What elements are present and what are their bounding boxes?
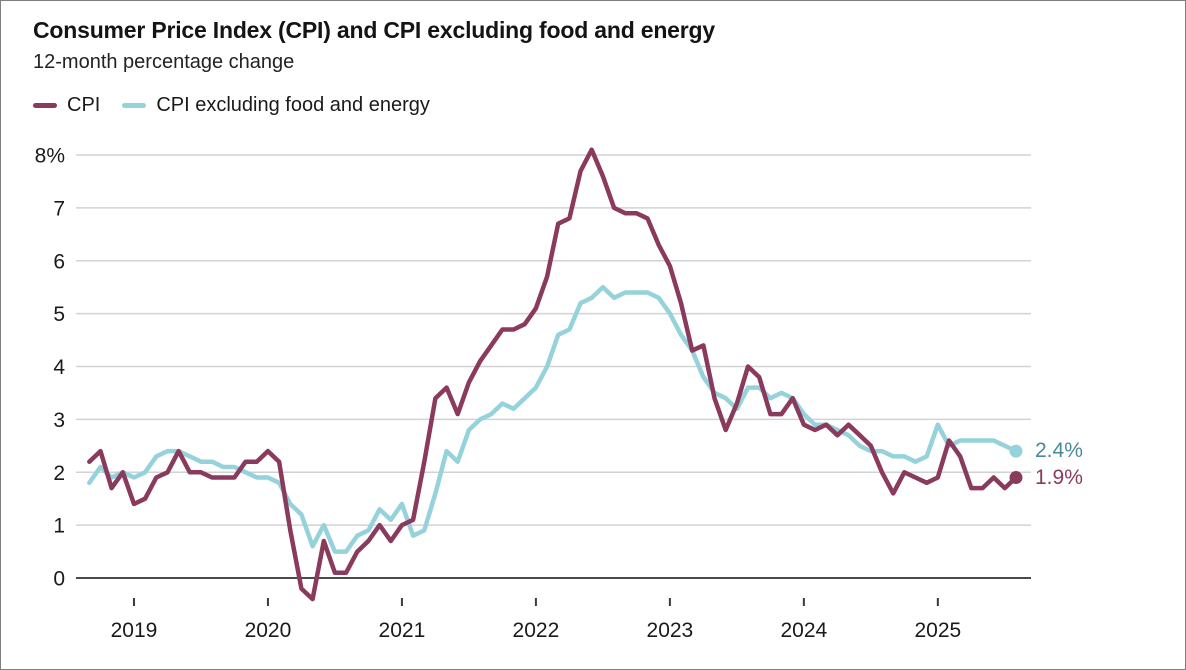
svg-text:6: 6 <box>53 250 65 273</box>
svg-text:8%: 8% <box>35 145 65 168</box>
svg-text:1: 1 <box>53 515 65 538</box>
cpi-latest-value-label: 1.9% <box>1035 466 1083 489</box>
svg-text:0: 0 <box>53 568 65 591</box>
svg-text:2: 2 <box>53 462 65 485</box>
legend-item-core: CPI excluding food and energy <box>122 94 430 117</box>
legend-label-cpi: CPI <box>67 94 101 116</box>
svg-text:2023: 2023 <box>647 619 694 642</box>
chart-legend: CPI CPI excluding food and energy <box>33 94 430 117</box>
svg-text:4: 4 <box>53 356 65 379</box>
svg-text:7: 7 <box>53 197 65 220</box>
core-cpi-latest-value-label: 2.4% <box>1035 439 1083 462</box>
legend-label-core: CPI excluding food and energy <box>156 94 430 116</box>
core-cpi-line-swatch-icon <box>122 103 147 108</box>
svg-text:5: 5 <box>53 303 65 326</box>
svg-text:2025: 2025 <box>914 619 961 642</box>
chart-title: Consumer Price Index (CPI) and CPI exclu… <box>33 17 715 43</box>
svg-text:2019: 2019 <box>111 619 158 642</box>
cpi-line-swatch-icon <box>33 103 57 108</box>
chart-subtitle: 12-month percentage change <box>33 51 295 73</box>
legend-item-cpi: CPI <box>33 94 100 117</box>
svg-text:2021: 2021 <box>379 619 426 642</box>
svg-text:2022: 2022 <box>513 619 560 642</box>
svg-text:2020: 2020 <box>245 619 292 642</box>
svg-text:2024: 2024 <box>781 619 828 642</box>
svg-text:3: 3 <box>53 409 65 432</box>
